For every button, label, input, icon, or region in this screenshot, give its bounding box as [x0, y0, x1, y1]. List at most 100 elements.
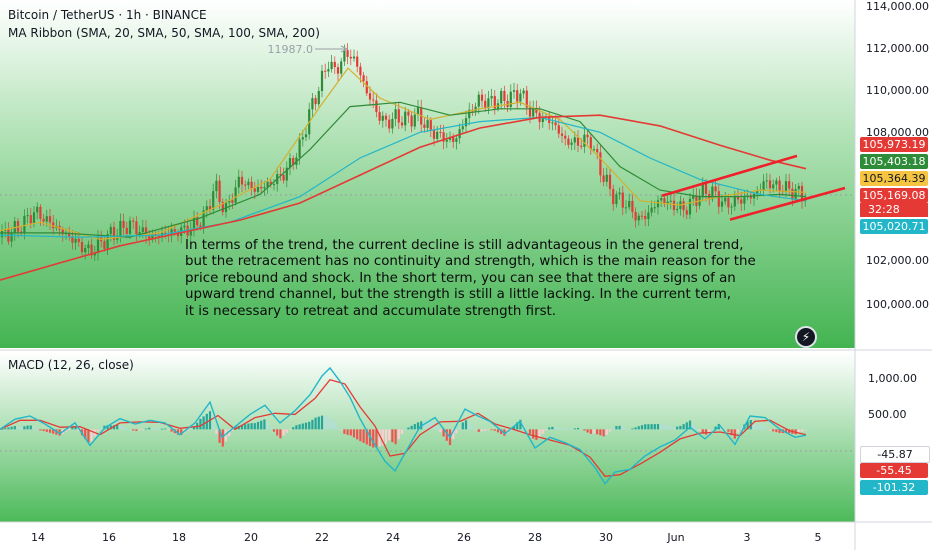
hist-bar: [301, 423, 304, 430]
candle: [368, 86, 372, 106]
hist-bar: [695, 427, 698, 430]
candle: [570, 138, 573, 151]
hist-bar: [551, 426, 554, 430]
candle: [135, 216, 138, 241]
hist-bar: [564, 428, 567, 430]
candle: [352, 49, 356, 62]
candle: [228, 194, 231, 210]
hist-bar: [327, 417, 330, 430]
candle: [288, 153, 292, 176]
hist-bar: [724, 428, 727, 430]
hist-bar: [167, 429, 170, 431]
hist-bar: [138, 429, 141, 431]
hist-bar: [631, 428, 634, 430]
candle: [362, 71, 365, 88]
macd-panel-bg: [0, 352, 855, 522]
hist-bar: [116, 425, 119, 430]
peak-marker: 11987.0: [268, 43, 349, 56]
price-tick-label: 112,000.00: [866, 42, 929, 55]
candle: [557, 117, 560, 138]
hist-bar: [570, 428, 573, 430]
hist-bar: [244, 424, 247, 430]
hist-bar: [282, 429, 285, 436]
candle: [324, 63, 327, 79]
hist-bar: [128, 429, 132, 430]
candle: [512, 82, 516, 99]
hist-bar: [596, 429, 599, 435]
hist-bar: [378, 429, 381, 447]
hist-bar: [180, 429, 183, 435]
hist-bar: [413, 424, 416, 430]
hist-bar: [733, 429, 736, 439]
note-line: price rebound and shock. In the short te…: [185, 270, 736, 286]
hist-bar: [295, 425, 298, 430]
hist-bar: [253, 423, 256, 430]
hist-bar: [442, 429, 445, 437]
candle: [714, 179, 717, 198]
candle: [455, 134, 458, 150]
candle: [317, 86, 320, 107]
macd-badge-signal: -55.45: [860, 463, 928, 478]
hist-bar: [311, 419, 314, 430]
time-axis-bg: [0, 522, 932, 550]
hist-bar: [464, 420, 468, 430]
candle: [695, 188, 698, 213]
candle: [84, 244, 87, 260]
hist-bar: [762, 426, 765, 430]
hist-bar: [186, 429, 189, 431]
hist-bar: [320, 415, 324, 430]
candle: [301, 129, 304, 147]
candle: [381, 111, 384, 128]
hist-bar: [768, 429, 772, 431]
hist-bar: [285, 429, 288, 433]
hist-bar: [176, 429, 180, 435]
macd-legend[interactable]: MACD (12, 26, close): [8, 358, 134, 372]
hist-bar: [752, 423, 756, 430]
candle: [388, 114, 391, 133]
lightning-bolt-icon[interactable]: ⚡: [795, 326, 817, 348]
candle: [391, 112, 394, 134]
candle: [461, 119, 464, 133]
hist-bar: [199, 418, 202, 430]
candle: [269, 178, 272, 188]
hist-bar: [759, 425, 762, 430]
candle: [490, 88, 493, 106]
candle: [701, 177, 704, 202]
candle: [564, 130, 567, 146]
candle: [320, 64, 324, 98]
hist-bar: [375, 429, 378, 448]
chart-title[interactable]: Bitcoin / TetherUS · 1h · BINANCE: [8, 8, 207, 22]
ma-line: [0, 116, 807, 238]
candle: [247, 178, 250, 190]
hist-bar: [272, 429, 276, 432]
candle: [423, 117, 426, 133]
hist-bar: [730, 429, 733, 436]
hist-bar: [704, 429, 708, 435]
hist-bar: [279, 429, 282, 439]
time-tick-label: 20: [244, 531, 258, 544]
candle: [477, 91, 480, 114]
candle: [231, 193, 234, 209]
hist-bar: [304, 422, 308, 430]
hist-bar: [500, 429, 503, 435]
time-tick-label: 30: [599, 531, 613, 544]
candle: [240, 170, 244, 192]
hist-bar: [682, 424, 685, 430]
hist-bar: [224, 429, 228, 442]
candle: [615, 191, 618, 208]
candle: [90, 238, 93, 260]
hist-bar: [154, 428, 157, 430]
bar-countdown: 32:28: [860, 203, 928, 217]
time-tick-label: 22: [315, 531, 329, 544]
time-tick-label: 16: [102, 531, 116, 544]
hist-bar: [532, 429, 535, 439]
hist-bar: [711, 429, 714, 431]
candle: [304, 126, 308, 142]
price-badge-last: 105,169.08: [860, 188, 928, 203]
hist-bar: [164, 428, 167, 430]
indicator-legend[interactable]: MA Ribbon (SMA, 20, SMA, 50, SMA, 100, S…: [8, 26, 320, 40]
hist-bar: [314, 417, 317, 430]
hist-bar: [618, 425, 621, 430]
candle: [634, 207, 637, 228]
candle: [80, 236, 84, 257]
